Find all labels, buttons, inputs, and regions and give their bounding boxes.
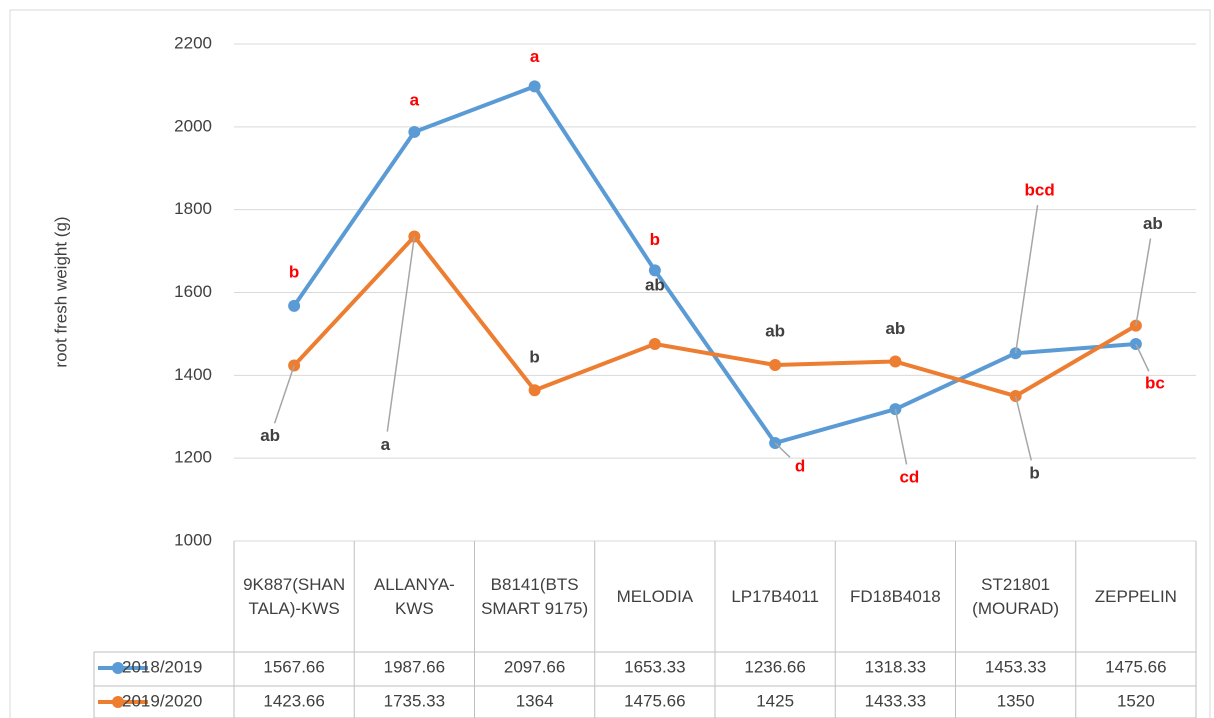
leader-line xyxy=(273,365,295,424)
category-label: FD18B4018 xyxy=(850,586,941,606)
data-annotation: ab xyxy=(645,275,665,294)
category-label: B8141(BTS SMART 9175) xyxy=(481,574,589,618)
leader-line xyxy=(386,236,416,432)
legend-marker xyxy=(112,662,124,674)
leader-line xyxy=(894,409,908,465)
y-tick-label: 2000 xyxy=(174,116,212,135)
legend-label: 2018/2019 xyxy=(122,657,202,676)
y-tick-label: 1200 xyxy=(174,448,212,467)
table-value: 1735.33 xyxy=(384,691,445,710)
marker xyxy=(408,125,421,138)
table-value: 1364 xyxy=(516,691,554,710)
data-annotation: ab xyxy=(885,319,905,338)
marker xyxy=(769,358,782,371)
data-annotation: ab xyxy=(1143,214,1163,233)
leader-line xyxy=(1014,395,1033,461)
data-annotation: d xyxy=(795,456,805,475)
data-annotation: a xyxy=(381,435,391,454)
leader-line xyxy=(1014,204,1039,354)
table-value: 1987.66 xyxy=(384,657,445,676)
marker xyxy=(648,264,661,277)
chart-frame xyxy=(9,9,1211,718)
category-label: ZEPPELIN xyxy=(1094,586,1177,606)
y-axis-label: root fresh weight (g) xyxy=(51,216,70,367)
legend-label: 2019/2020 xyxy=(122,691,202,710)
y-tick-label: 1800 xyxy=(174,199,212,218)
data-annotation: b xyxy=(650,230,660,249)
leader-line xyxy=(1135,238,1152,326)
data-annotation: a xyxy=(530,47,540,66)
y-tick-label: 1000 xyxy=(174,530,212,549)
marker xyxy=(528,384,541,397)
marker xyxy=(288,299,301,312)
data-annotation: b xyxy=(529,348,539,367)
table-value: 1423.66 xyxy=(263,691,324,710)
data-annotation: b xyxy=(289,262,299,281)
table-value: 1653.33 xyxy=(624,657,685,676)
table-value: 1425 xyxy=(756,691,794,710)
y-tick-label: 2200 xyxy=(174,33,212,52)
category-label: ST21801 (MOURAD) xyxy=(972,574,1060,618)
leader-line xyxy=(1135,343,1150,372)
category-label: ALLANYA-KWS xyxy=(373,574,455,618)
series-line xyxy=(292,84,1137,445)
marker xyxy=(528,80,541,93)
table-value: 1433.33 xyxy=(865,691,926,710)
data-annotation: a xyxy=(410,90,420,109)
y-tick-label: 1400 xyxy=(174,365,212,384)
table-value: 1475.66 xyxy=(624,691,685,710)
table-value: 1520 xyxy=(1117,691,1155,710)
series-line xyxy=(292,234,1137,399)
table-value: 1567.66 xyxy=(263,657,324,676)
data-annotation: bcd xyxy=(1025,181,1055,200)
marker xyxy=(889,355,902,368)
table-value: 1475.66 xyxy=(1105,657,1166,676)
data-annotation: cd xyxy=(899,468,919,487)
data-annotation: b xyxy=(1029,464,1039,483)
category-label: LP17B4011 xyxy=(731,586,819,606)
data-annotation: bc xyxy=(1145,373,1165,392)
data-annotation: ab xyxy=(765,321,785,340)
legend-marker xyxy=(112,696,124,708)
table-value: 1453.33 xyxy=(985,657,1046,676)
category-label: MELODIA xyxy=(616,586,694,606)
table-value: 1318.33 xyxy=(865,657,926,676)
table-value: 1350 xyxy=(997,691,1035,710)
table-value: 2097.66 xyxy=(504,657,565,676)
marker xyxy=(648,337,661,350)
data-annotation: ab xyxy=(260,426,280,445)
table-value: 1236.66 xyxy=(744,657,805,676)
y-tick-label: 1600 xyxy=(174,282,212,301)
leader-line xyxy=(774,442,791,458)
category-label: 9K887(SHANTALA)-KWS xyxy=(243,574,346,618)
